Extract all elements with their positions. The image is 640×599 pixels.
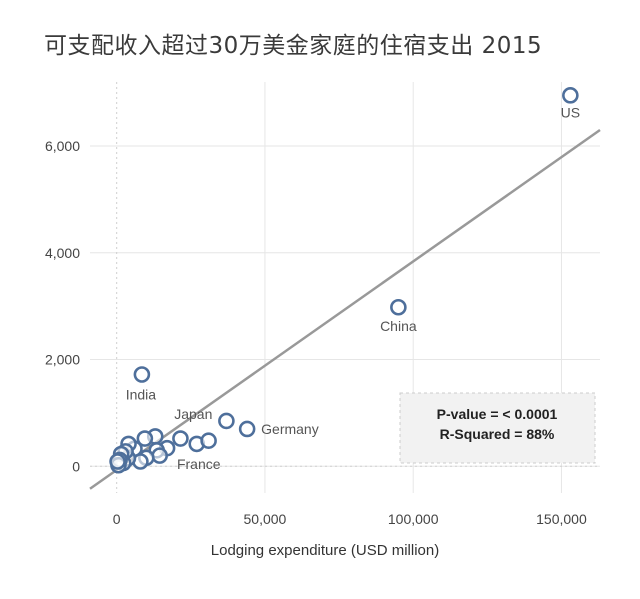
y-tick-label: 0 xyxy=(72,458,80,474)
trendline xyxy=(89,129,601,490)
x-tick-label: 50,000 xyxy=(244,511,287,527)
point-label: Japan xyxy=(174,406,212,422)
data-point xyxy=(109,453,126,470)
y-tick-label: 6,000 xyxy=(45,138,80,154)
data-point xyxy=(133,366,151,383)
point-label: India xyxy=(126,387,157,403)
annotation-box: P-value = < 0.0001 R-Squared = 88% xyxy=(399,392,596,464)
x-axis-title: Lodging expenditure (USD million) xyxy=(211,542,439,559)
data-point xyxy=(218,412,235,430)
axes-layer: 0 2,000 4,000 6,000 0 50,000 100,000 150,000 Lod… xyxy=(45,138,587,559)
data-point xyxy=(172,430,189,447)
trendline-layer xyxy=(89,129,601,490)
points-layer xyxy=(109,87,579,474)
x-tick-label: 150,000 xyxy=(536,511,587,527)
data-point xyxy=(562,87,579,104)
x-tick-label: 0 xyxy=(113,511,121,527)
data-point xyxy=(390,298,407,316)
chart-title: 可支配收入超过30万美金家庭的住宿支出 2015 xyxy=(44,33,543,59)
point-labels-layer: US China India Japan Germany France xyxy=(126,104,580,472)
point-label: US xyxy=(561,104,580,120)
r-squared-text: R-Squared = 88% xyxy=(440,426,555,442)
data-point xyxy=(151,447,168,464)
point-label: France xyxy=(177,456,221,472)
data-point xyxy=(136,430,154,447)
data-point xyxy=(200,432,217,449)
y-tick-label: 2,000 xyxy=(45,352,80,368)
point-label: Germany xyxy=(261,421,319,437)
y-tick-label: 4,000 xyxy=(45,245,80,261)
annotation-box-bg xyxy=(399,392,596,464)
point-label: China xyxy=(380,318,417,334)
p-value-text: P-value = < 0.0001 xyxy=(437,406,558,422)
data-point xyxy=(238,420,256,438)
x-tick-label: 100,000 xyxy=(388,511,439,527)
